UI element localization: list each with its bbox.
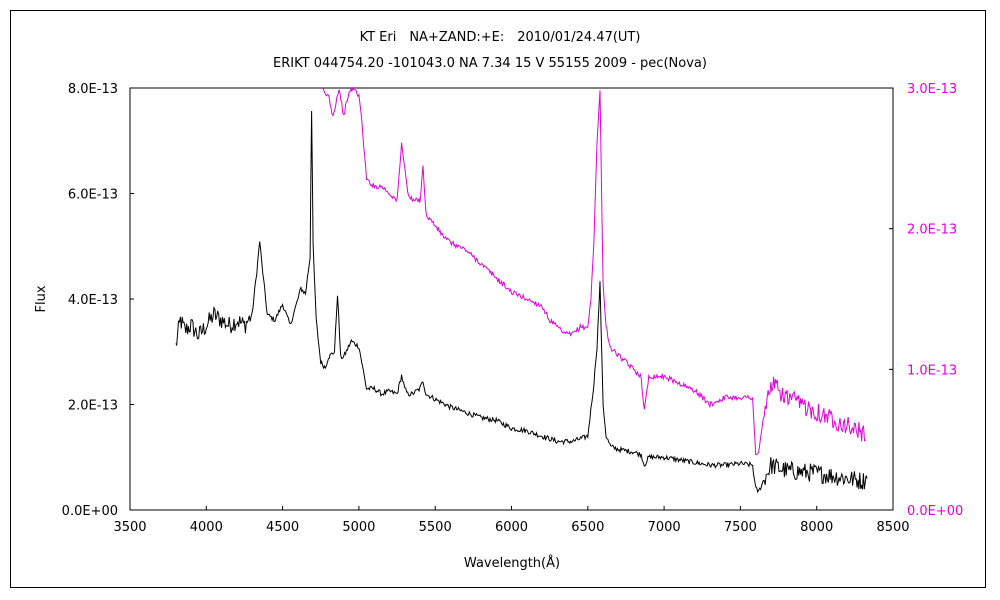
- plot-area: [129, 87, 894, 511]
- right-y-tick-label: 2.0E-13: [907, 223, 957, 238]
- x-tick-label: 7000: [648, 520, 681, 535]
- left-y-tick-label: 8.0E-13: [68, 82, 118, 97]
- x-tick-label: 6000: [495, 520, 528, 535]
- right-y-axis-ticks: 0.0E+00 1.0E-13 2.0E-13 3.0E-13: [889, 82, 963, 519]
- right-y-tick-label: 0.0E+00: [907, 504, 963, 519]
- y-axis-label: Flux: [34, 285, 49, 312]
- x-tick-label: 3500: [113, 520, 146, 535]
- right-y-tick-label: 3.0E-13: [907, 82, 957, 97]
- chart-subtitle: ERIKT 044754.20 -101043.0 NA 7.34 15 V 5…: [273, 56, 707, 71]
- left-y-tick-label: 0.0E+00: [62, 504, 118, 519]
- x-tick-label: 7500: [724, 520, 757, 535]
- spectrum-line-right-axis: [321, 86, 866, 456]
- x-tick-label: 8000: [800, 520, 833, 535]
- x-tick-label: 5000: [342, 520, 375, 535]
- x-tick-label: 4000: [190, 520, 223, 535]
- x-axis-ticks: 3500 4000 4500 5000 5500 6000 6500 7000 7500 8000…: [113, 506, 910, 535]
- spectrum-line-left-axis: [175, 110, 868, 494]
- series-group: [175, 86, 868, 494]
- x-tick-label: 6500: [571, 520, 604, 535]
- left-y-tick-label: 2.0E-13: [68, 399, 118, 414]
- chart-title: KT Eri NA+ZAND:+E: 2010/01/24.47(UT): [360, 30, 641, 45]
- x-tick-label: 4500: [266, 520, 299, 535]
- chart-frame: [10, 10, 986, 588]
- left-y-tick-label: 4.0E-13: [68, 293, 118, 308]
- x-tick-label: 8500: [876, 520, 909, 535]
- right-y-tick-label: 1.0E-13: [907, 363, 957, 378]
- left-y-tick-label: 6.0E-13: [68, 188, 118, 203]
- left-y-axis-ticks: 0.0E+00 2.0E-13 4.0E-13 6.0E-13 8.0E-13: [62, 82, 134, 519]
- x-tick-label: 5500: [419, 520, 452, 535]
- x-axis-label: Wavelength(Å): [464, 555, 560, 571]
